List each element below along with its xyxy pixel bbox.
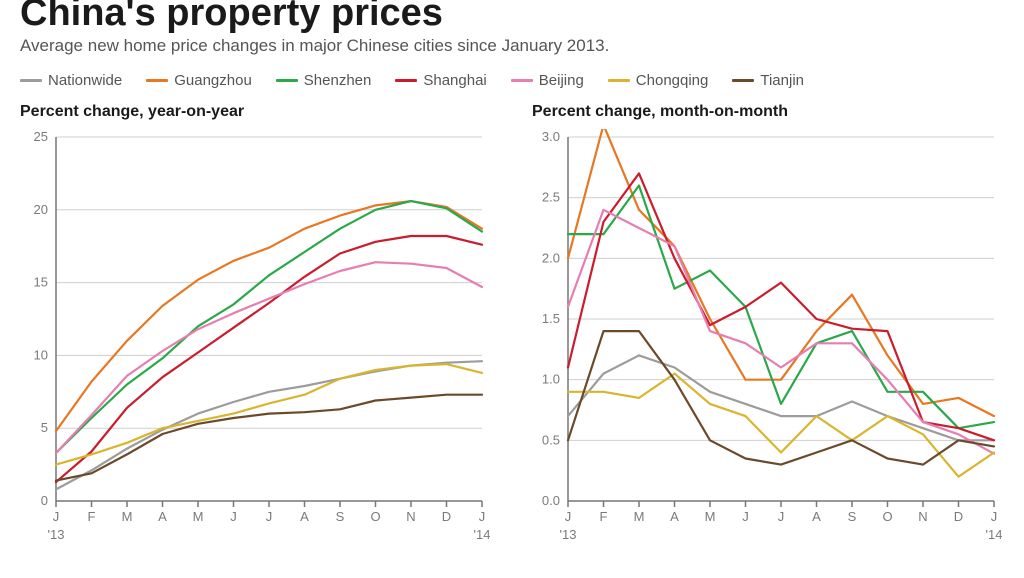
svg-text:J: J [778,509,785,524]
legend-label: Shenzhen [304,72,372,89]
legend-item: Nationwide [20,72,122,89]
svg-text:0.5: 0.5 [542,432,560,447]
svg-text:M: M [122,509,133,524]
legend-label: Tianjin [760,72,804,89]
chart-yoy: 0 5 10 15 20 25 J F M A M J J A S O N D J '13 '14 [20,129,490,549]
series-line [56,262,482,453]
svg-text:2.5: 2.5 [542,190,560,205]
svg-text:O: O [370,509,380,524]
legend-swatch [20,79,42,82]
svg-text:A: A [300,509,309,524]
svg-text:F: F [600,509,608,524]
chart-mom-title: Percent change, month-on-month [532,103,1004,121]
legend-label: Shanghai [423,72,486,89]
svg-text:'14: '14 [986,527,1002,542]
chart-mom-block: Percent change, month-on-month 0.0 0.5 1.0… [532,103,1004,549]
svg-text:M: M [705,509,716,524]
svg-text:J: J [991,509,998,524]
legend-swatch [511,79,533,82]
series-line [56,395,482,481]
svg-text:25: 25 [34,129,48,144]
svg-text:J: J [230,509,237,524]
svg-text:O: O [882,509,892,524]
svg-text:M: M [634,509,645,524]
legend-label: Nationwide [48,72,122,89]
chart-yoy-title: Percent change, year-on-year [20,103,492,121]
legend-item: Guangzhou [146,72,252,89]
series-line [568,186,994,429]
legend-label: Chongqing [636,72,709,89]
legend-item: Tianjin [732,72,804,89]
svg-text:'14: '14 [474,527,490,542]
svg-text:J: J [266,509,273,524]
svg-text:J: J [479,509,486,524]
svg-text:S: S [336,509,345,524]
charts-row: Percent change, year-on-year 0 5 10 15 20 25 J… [20,103,1004,549]
legend-item: Beijing [511,72,584,89]
chart-mom: 0.0 0.5 1.0 1.5 2.0 2.5 3.0 J F M A M J J A S O N D J '13 '14 [532,129,1002,549]
legend-item: Shanghai [395,72,486,89]
svg-text:D: D [442,509,451,524]
svg-text:A: A [158,509,167,524]
svg-text:1.0: 1.0 [542,372,560,387]
svg-text:15: 15 [34,275,48,290]
svg-text:N: N [406,509,415,524]
legend-label: Guangzhou [174,72,252,89]
svg-text:A: A [670,509,679,524]
svg-text:3.0: 3.0 [542,129,560,144]
legend-label: Beijing [539,72,584,89]
page-title: China's property prices [20,0,1004,32]
svg-text:0: 0 [41,493,48,508]
svg-text:'13: '13 [48,527,65,542]
svg-text:M: M [193,509,204,524]
legend-swatch [608,79,630,82]
legend-item: Chongqing [608,72,709,89]
page-subtitle: Average new home price changes in major … [20,36,1004,56]
legend: Nationwide Guangzhou Shenzhen Shanghai Beiji… [20,72,1004,89]
svg-text:N: N [918,509,927,524]
svg-text:0.0: 0.0 [542,493,560,508]
series-line [56,361,482,489]
svg-text:10: 10 [34,347,48,362]
svg-text:J: J [53,509,60,524]
svg-text:D: D [954,509,963,524]
svg-text:J: J [565,509,572,524]
chart-yoy-block: Percent change, year-on-year 0 5 10 15 20 25 J… [20,103,492,549]
legend-swatch [276,79,298,82]
series-line [568,129,994,416]
svg-text:2.0: 2.0 [542,250,560,265]
legend-item: Shenzhen [276,72,372,89]
legend-swatch [146,79,168,82]
svg-text:20: 20 [34,202,48,217]
svg-text:1.5: 1.5 [542,311,560,326]
legend-swatch [732,79,754,82]
svg-text:S: S [848,509,857,524]
legend-swatch [395,79,417,82]
svg-text:F: F [88,509,96,524]
svg-text:J: J [742,509,749,524]
svg-text:'13: '13 [560,527,577,542]
svg-text:A: A [812,509,821,524]
svg-text:5: 5 [41,420,48,435]
